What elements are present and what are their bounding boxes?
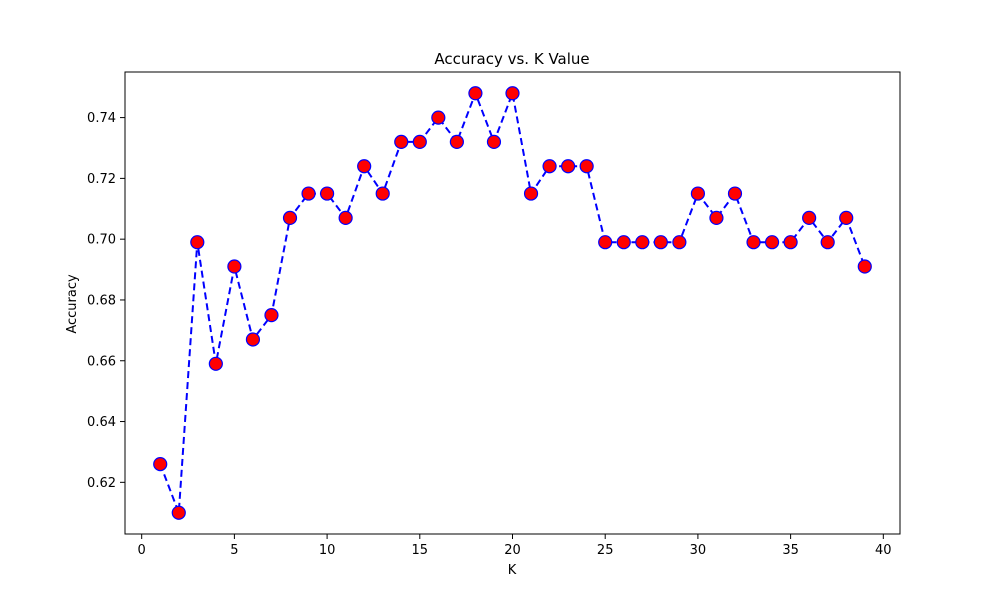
data-point	[727, 186, 743, 201]
data-point	[690, 186, 706, 201]
data-point	[282, 210, 298, 225]
x-tick-label: 20	[504, 543, 521, 558]
data-point	[783, 235, 798, 250]
data-point	[764, 235, 780, 250]
data-point	[319, 186, 335, 201]
x-tick-label: 40	[875, 543, 892, 558]
data-point	[357, 159, 372, 174]
data-point	[245, 332, 261, 347]
y-tick-label: 0.64	[87, 415, 116, 430]
data-point	[561, 159, 576, 174]
data-point	[468, 86, 483, 101]
data-point	[857, 259, 872, 274]
y-axis-label: Accuracy	[65, 274, 80, 334]
data-point	[190, 235, 205, 250]
data-point	[653, 235, 668, 250]
x-tick-label: 30	[690, 543, 707, 558]
data-point	[802, 210, 817, 225]
data-point	[505, 86, 520, 101]
data-point	[672, 235, 687, 250]
data-point	[709, 210, 724, 225]
y-tick-label: 0.72	[87, 172, 116, 187]
data-point	[394, 134, 409, 150]
y-tick-label: 0.66	[87, 354, 116, 369]
data-point	[579, 159, 594, 174]
data-point	[208, 356, 223, 371]
data-point	[616, 235, 631, 250]
data-point	[635, 235, 650, 250]
data-point	[839, 210, 854, 225]
y-tick-label: 0.68	[87, 293, 116, 308]
chart-title: Accuracy vs. K Value	[434, 50, 589, 68]
y-tick-label: 0.62	[87, 476, 116, 491]
data-point	[338, 210, 353, 225]
data-point	[820, 235, 835, 250]
y-tick-label: 0.74	[87, 111, 116, 126]
data-point	[171, 505, 186, 520]
data-point	[523, 186, 539, 201]
data-point	[431, 110, 446, 125]
data-point	[598, 235, 613, 250]
plot-area: 0 5 10 15 20 25 30 35 40 0.62 0.64 0.66 0.68 0.70 0.72…	[87, 71, 901, 558]
x-tick-label: 0	[138, 543, 146, 558]
data-point	[449, 134, 464, 150]
x-axis-label: K	[508, 563, 517, 578]
data-point	[227, 259, 242, 274]
x-tick-label: 10	[319, 543, 336, 558]
data-point	[746, 235, 761, 250]
data-point	[153, 456, 168, 472]
data-point	[486, 134, 502, 150]
y-tick-label: 0.70	[87, 233, 116, 248]
series-line	[159, 89, 866, 514]
x-tick-label: 15	[412, 543, 429, 558]
x-tick-label: 5	[230, 543, 238, 558]
data-point	[375, 186, 390, 201]
data-point	[412, 134, 427, 150]
x-tick-label: 25	[597, 543, 614, 558]
data-point	[542, 159, 557, 174]
x-tick-label: 35	[782, 543, 799, 558]
data-point	[264, 308, 279, 323]
data-point	[301, 186, 316, 201]
